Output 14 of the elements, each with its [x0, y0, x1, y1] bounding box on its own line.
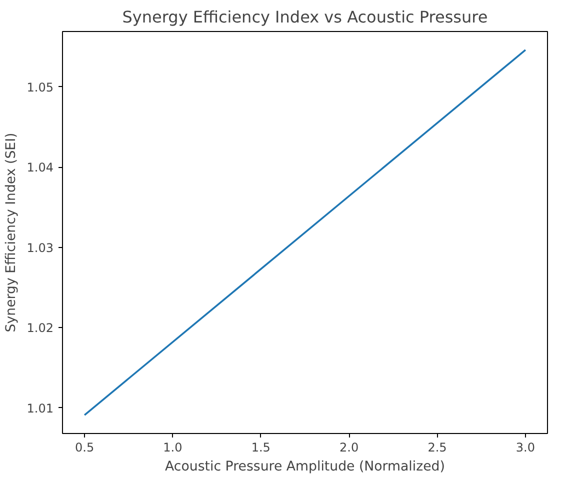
y-tick-label: 1.05	[26, 80, 54, 94]
x-tick-label: 2.5	[428, 440, 447, 454]
y-tick-label: 1.02	[26, 321, 54, 336]
y-tick-label: 1.03	[26, 240, 54, 255]
y-tick-label: 1.01	[26, 401, 54, 416]
y-tick-label: 1.04	[26, 160, 54, 175]
x-tick-label: 1.5	[251, 440, 270, 454]
x-tick-label: 3.0	[516, 440, 536, 454]
x-tick-label: 0.5	[75, 440, 94, 454]
chart-title: Synergy Efficiency Index vs Acoustic Pressure	[122, 8, 488, 26]
x-tick-label: 1.0	[163, 440, 182, 454]
x-axis-title: Acoustic Pressure Amplitude (Normalized)	[165, 460, 445, 474]
y-axis-title: Synergy Efficiency Index (SEI)	[4, 132, 19, 332]
x-tick-label: 2.0	[340, 440, 359, 454]
